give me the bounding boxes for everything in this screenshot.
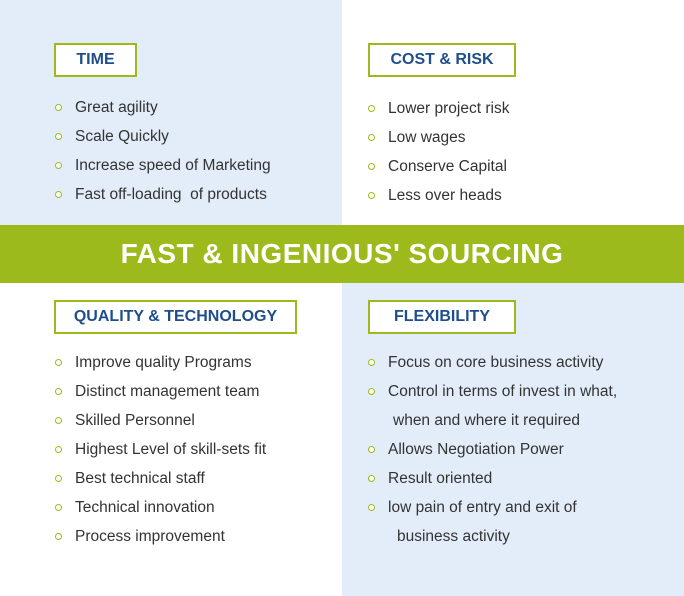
bullet-icon	[368, 446, 375, 453]
quadrant-time	[0, 0, 342, 225]
bullet-icon	[368, 475, 375, 482]
cost-risk-heading: COST & RISK	[368, 43, 516, 77]
list-item: Process improvement	[55, 522, 266, 551]
bullet-icon	[368, 163, 375, 170]
quadrant-cost-risk	[342, 0, 684, 225]
list-item: Scale Quickly	[55, 122, 271, 151]
bullet-icon	[368, 134, 375, 141]
list-item: Low wages	[368, 123, 509, 152]
list-item: Focus on core business activity	[368, 348, 617, 377]
bullet-icon	[55, 359, 62, 366]
bullet-icon	[368, 388, 375, 395]
list-item: Technical innovation	[55, 493, 266, 522]
list-item: Result oriented	[368, 464, 617, 493]
list-item: Skilled Personnel	[55, 406, 266, 435]
bullet-icon	[368, 105, 375, 112]
bullet-icon	[55, 446, 62, 453]
list-item: Increase speed of Marketing	[55, 151, 271, 180]
list-item: Control in terms of invest in what,	[368, 377, 617, 406]
list-item-continuation: when and where it required	[393, 412, 580, 429]
bullet-icon	[55, 475, 62, 482]
list-item: Great agility	[55, 93, 271, 122]
quality-technology-list: Improve quality Programs Distinct manage…	[55, 348, 266, 551]
bullet-icon	[55, 133, 62, 140]
flexibility-heading: FLEXIBILITY	[368, 300, 516, 334]
bullet-icon	[55, 191, 62, 198]
cost-risk-list: Lower project risk Low wages Conserve Ca…	[368, 94, 509, 210]
list-item: Lower project risk	[368, 94, 509, 123]
central-banner: FAST & INGENIOUS' SOURCING	[0, 225, 684, 283]
list-item: low pain of entry and exit of	[368, 493, 617, 522]
list-item-continuation: business activity	[397, 528, 510, 545]
list-item: Best technical staff	[55, 464, 266, 493]
quadrant-flexibility	[342, 283, 684, 596]
time-heading: TIME	[54, 43, 137, 77]
list-item: Fast off-loading of products	[55, 180, 271, 209]
list-item: Highest Level of skill-sets fit	[55, 435, 266, 464]
list-item: Allows Negotiation Power	[368, 435, 617, 464]
bullet-icon	[55, 504, 62, 511]
quality-technology-heading: QUALITY & TECHNOLOGY	[54, 300, 297, 334]
bullet-icon	[368, 192, 375, 199]
bullet-icon	[55, 104, 62, 111]
bullet-icon	[55, 388, 62, 395]
quadrant-quality-technology	[0, 283, 342, 596]
time-list: Great agility Scale Quickly Increase spe…	[55, 93, 271, 209]
list-item: Distinct management team	[55, 377, 266, 406]
bullet-icon	[55, 162, 62, 169]
bullet-icon	[368, 504, 375, 511]
bullet-icon	[55, 533, 62, 540]
bullet-icon	[55, 417, 62, 424]
bullet-icon	[368, 359, 375, 366]
list-item: Conserve Capital	[368, 152, 509, 181]
list-item: Improve quality Programs	[55, 348, 266, 377]
list-item: Less over heads	[368, 181, 509, 210]
flexibility-list: Focus on core business activity Control …	[368, 348, 617, 551]
